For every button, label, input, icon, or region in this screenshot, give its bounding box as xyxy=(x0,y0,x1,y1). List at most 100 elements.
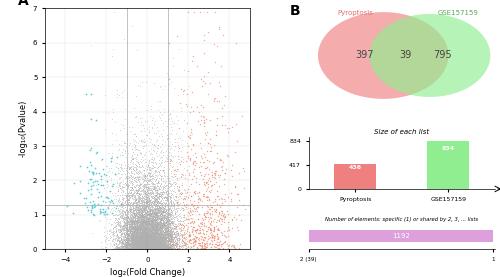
Point xyxy=(140,220,148,224)
Point xyxy=(147,229,155,233)
Point xyxy=(136,227,144,231)
Point xyxy=(147,247,155,251)
Point xyxy=(137,214,145,219)
Point xyxy=(157,246,165,250)
Point xyxy=(112,171,120,176)
Point xyxy=(130,226,138,230)
Point xyxy=(144,194,152,198)
Point xyxy=(153,242,161,246)
Point xyxy=(135,232,143,237)
Point xyxy=(134,223,142,227)
Point xyxy=(173,224,181,228)
Point xyxy=(108,230,116,234)
Point xyxy=(130,238,138,242)
Point xyxy=(156,212,164,217)
Point xyxy=(120,245,128,249)
Point xyxy=(137,236,145,241)
Point xyxy=(119,244,127,249)
Point xyxy=(150,222,158,227)
Point xyxy=(134,245,142,249)
Point xyxy=(130,239,138,243)
Point xyxy=(140,201,148,206)
Point xyxy=(146,239,154,243)
Point xyxy=(163,197,171,202)
Point xyxy=(147,237,155,241)
Point xyxy=(134,245,142,250)
Point xyxy=(133,171,141,175)
Point xyxy=(134,235,142,240)
Point xyxy=(166,245,174,250)
Point xyxy=(162,212,170,216)
Point xyxy=(163,235,171,239)
Point xyxy=(118,188,126,192)
Point xyxy=(159,234,167,238)
Point xyxy=(128,214,136,218)
Point xyxy=(142,230,150,235)
Point xyxy=(162,238,170,242)
Point xyxy=(149,246,157,250)
Point xyxy=(152,212,160,217)
Point xyxy=(135,246,143,251)
Point xyxy=(145,174,153,179)
Point xyxy=(165,238,173,242)
Point xyxy=(120,222,128,227)
Point xyxy=(150,229,158,233)
Point xyxy=(148,211,156,215)
Point xyxy=(138,240,146,245)
Point xyxy=(196,230,204,234)
Point xyxy=(120,88,128,93)
Point xyxy=(144,202,152,206)
Point xyxy=(162,227,170,231)
Point xyxy=(136,246,143,251)
Point xyxy=(154,238,162,242)
Point xyxy=(116,221,124,225)
Point xyxy=(152,221,160,226)
Point xyxy=(157,241,165,246)
Point xyxy=(140,243,147,247)
Point xyxy=(126,217,134,222)
Point xyxy=(170,237,177,241)
Point xyxy=(162,246,170,250)
Point xyxy=(149,232,157,237)
Point xyxy=(140,236,148,241)
Point xyxy=(131,237,139,241)
Point xyxy=(110,225,118,230)
Point xyxy=(146,241,154,245)
Point xyxy=(164,217,172,222)
Point xyxy=(143,212,151,216)
Point xyxy=(135,228,143,232)
Point xyxy=(144,239,152,244)
Point xyxy=(152,245,160,250)
Point xyxy=(134,247,142,251)
Point xyxy=(200,51,208,55)
Point xyxy=(140,246,147,251)
Point xyxy=(133,246,141,250)
Point xyxy=(120,241,128,245)
Point xyxy=(138,200,145,205)
Point xyxy=(155,226,163,230)
Point xyxy=(132,228,140,232)
Point xyxy=(145,191,153,196)
Point xyxy=(132,241,140,246)
Point xyxy=(132,212,140,217)
Point xyxy=(150,240,158,244)
Point xyxy=(146,232,154,237)
Point xyxy=(143,246,151,250)
Point xyxy=(108,154,116,159)
Point xyxy=(144,239,152,243)
Point xyxy=(166,237,174,242)
Point xyxy=(138,239,146,244)
Point xyxy=(136,223,144,228)
Point xyxy=(130,230,138,235)
Point xyxy=(150,215,158,219)
Point xyxy=(220,197,228,201)
Point xyxy=(139,219,147,223)
Point xyxy=(174,184,182,189)
Point xyxy=(156,233,164,237)
Point xyxy=(130,221,138,225)
Point xyxy=(130,224,138,228)
Point xyxy=(128,234,136,238)
Point xyxy=(200,244,208,248)
Point xyxy=(140,233,147,237)
Point xyxy=(132,237,140,241)
